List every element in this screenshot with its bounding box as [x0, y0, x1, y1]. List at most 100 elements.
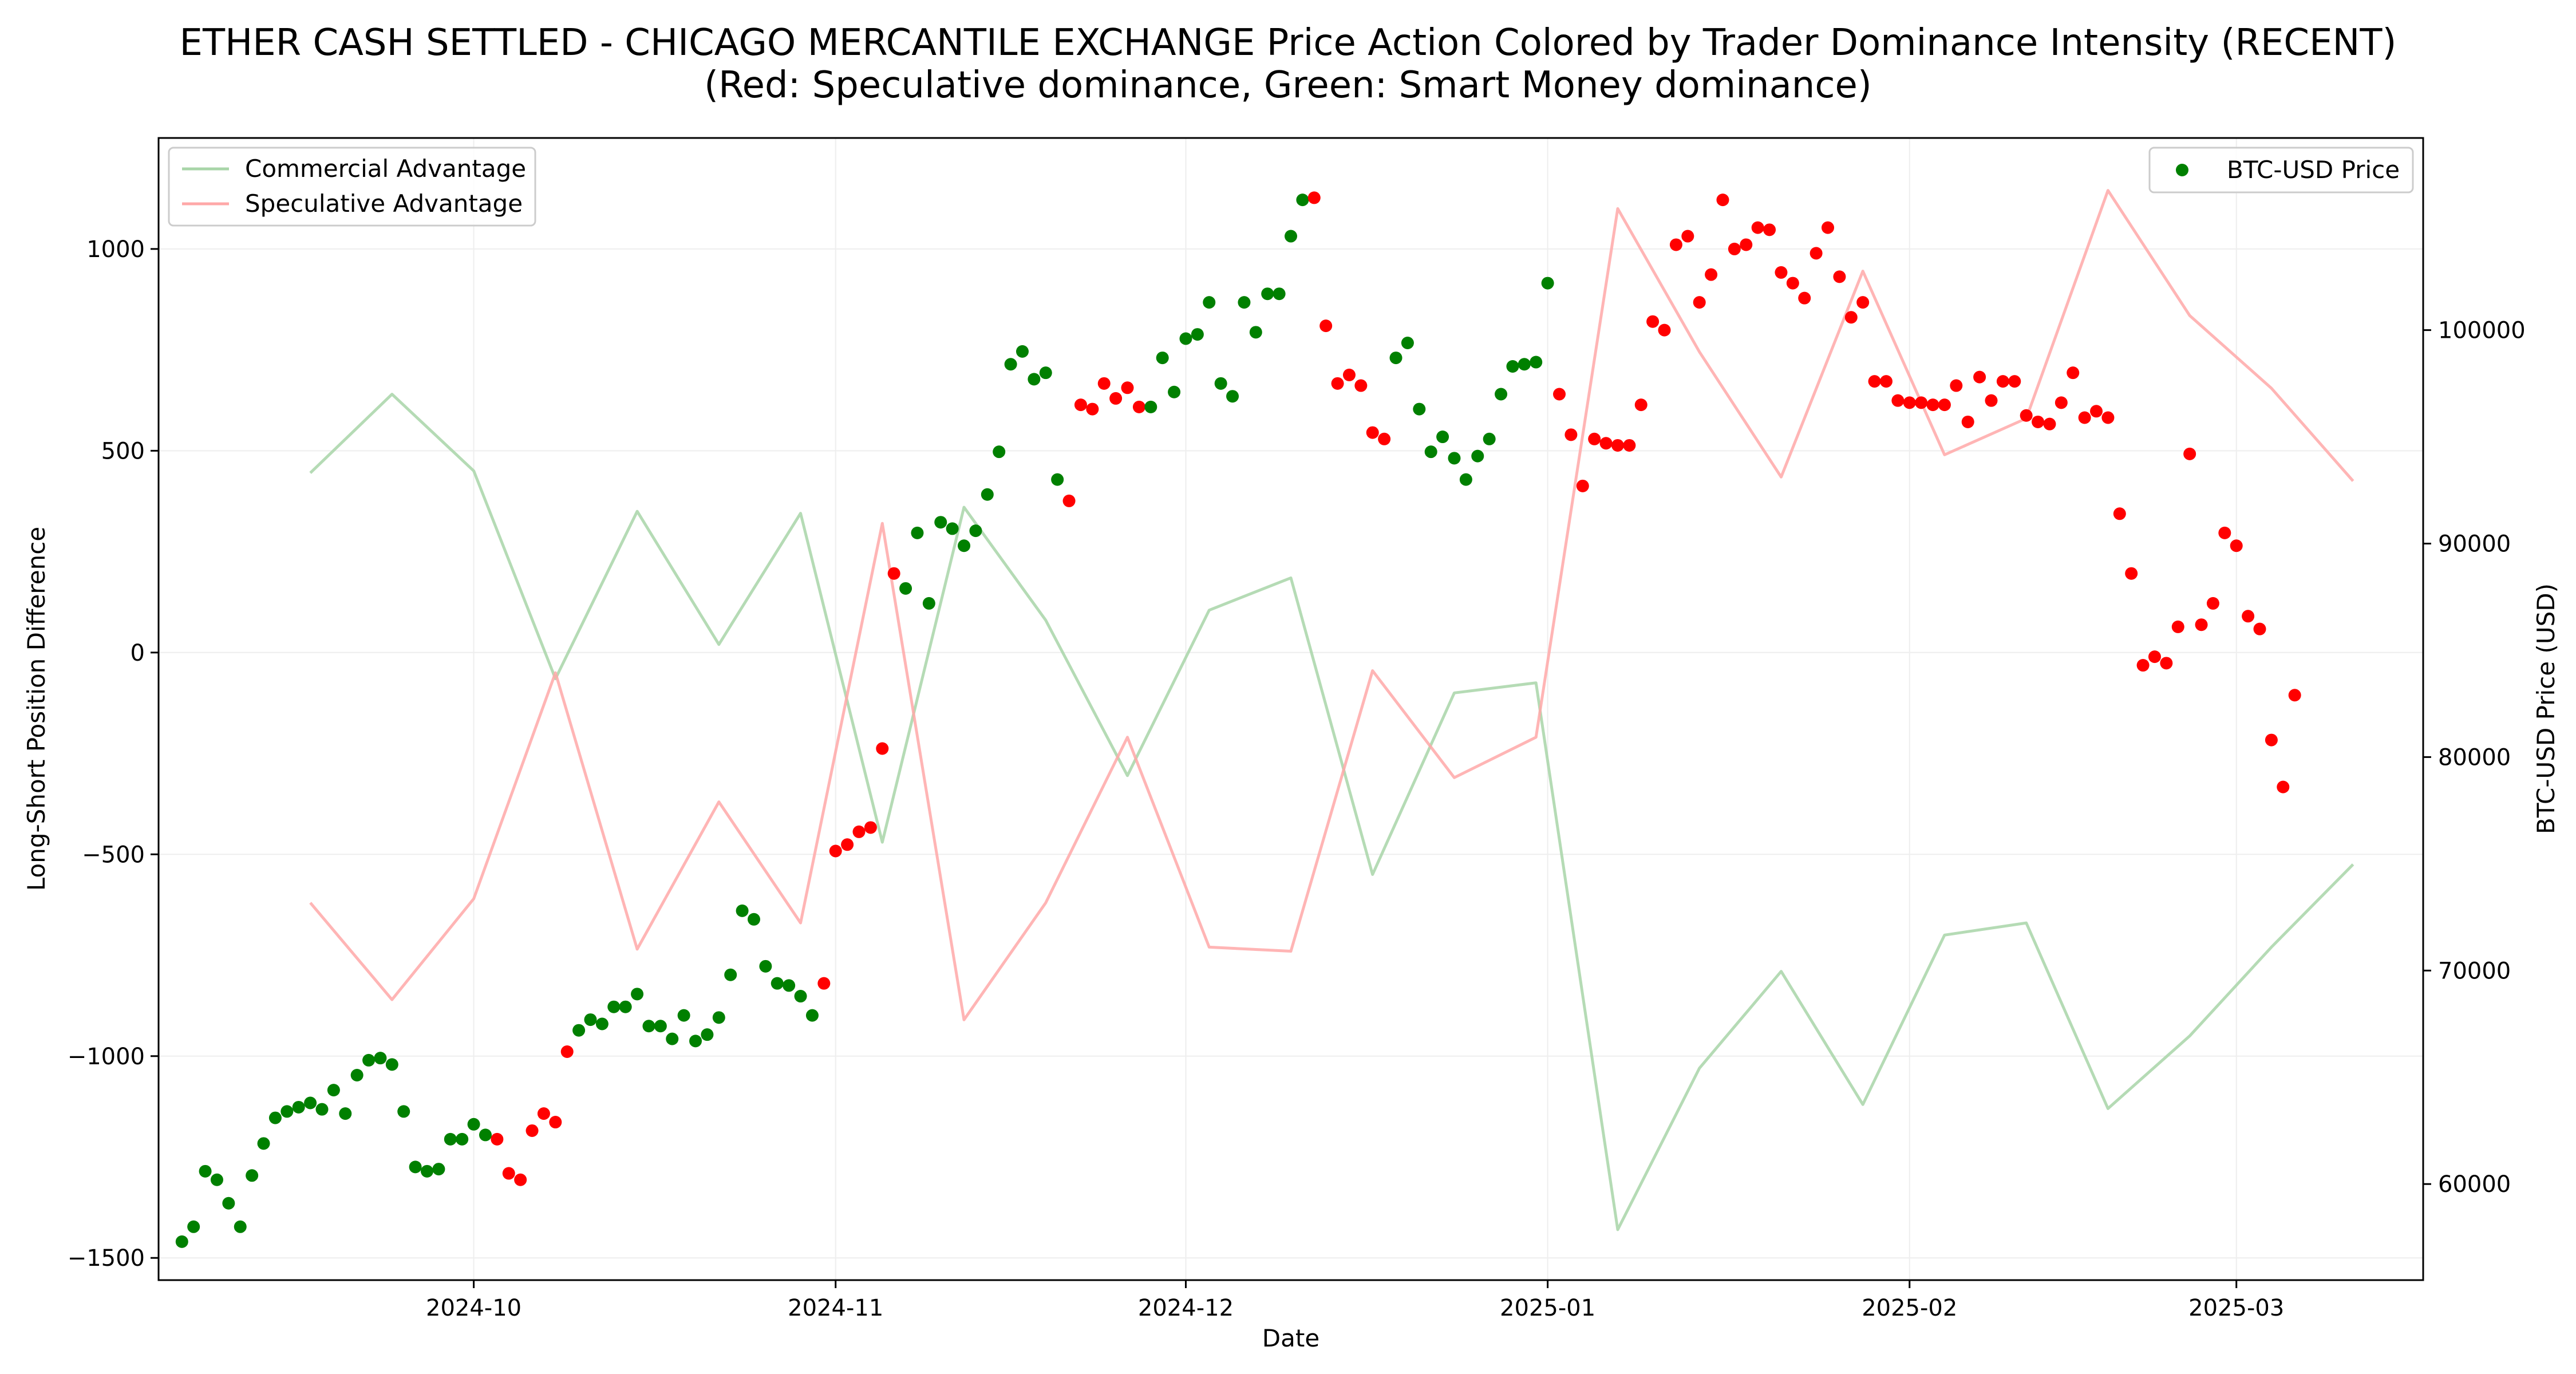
price-dot-smart-money [1413, 402, 1426, 416]
price-dot-speculative [1646, 315, 1660, 328]
price-dot-speculative [2043, 417, 2056, 431]
price-dot-smart-money [1214, 377, 1227, 390]
price-dot-smart-money [1448, 452, 1461, 465]
price-dot-speculative [2125, 567, 2138, 580]
price-dot-smart-money [1028, 373, 1041, 386]
price-dot-speculative [2265, 733, 2278, 747]
price-dot-speculative [1705, 268, 1718, 281]
price-dot-smart-money [701, 1028, 714, 1041]
price-dot-speculative [1062, 494, 1076, 507]
price-dot-smart-money [607, 1000, 621, 1013]
price-dot-speculative [864, 821, 877, 834]
price-dot-speculative [1681, 230, 1694, 243]
price-dot-speculative [1961, 415, 1974, 428]
price-dot-smart-money [1436, 431, 1449, 444]
price-dot-smart-money [1273, 287, 1286, 301]
price-dot-speculative [1109, 392, 1123, 405]
price-dot-smart-money [409, 1160, 422, 1174]
price-dot-smart-money [911, 526, 924, 539]
price-dot-speculative [560, 1045, 574, 1058]
price-dot-speculative [1728, 242, 1741, 255]
legend-price-swatch [2176, 164, 2188, 176]
price-dot-speculative [1763, 223, 1776, 236]
price-dot-speculative [2171, 620, 2184, 633]
price-dot-smart-money [210, 1173, 223, 1186]
right-tick-label: 80000 [2438, 744, 2511, 771]
price-dot-smart-money [444, 1132, 457, 1146]
price-dot-speculative [1588, 432, 1601, 445]
price-dot-smart-money [479, 1128, 492, 1142]
speculative-advantage-line [309, 189, 2354, 1021]
price-dot-smart-money [234, 1220, 247, 1233]
price-dot-smart-money [736, 904, 749, 917]
price-dot-speculative [2288, 689, 2301, 702]
price-dot-smart-money [934, 516, 947, 529]
price-dot-speculative [2136, 659, 2150, 672]
grid-lines [159, 138, 2423, 1280]
price-dot-speculative [2020, 409, 2033, 422]
price-dot-speculative [1903, 396, 1916, 409]
price-dot-smart-money [187, 1220, 200, 1233]
price-dot-smart-money [771, 977, 784, 990]
price-dot-smart-money [467, 1118, 480, 1131]
price-dot-speculative [852, 825, 866, 838]
price-dot-speculative [2277, 780, 2290, 793]
price-dot-speculative [1319, 319, 1333, 333]
price-dot-smart-money [666, 1032, 679, 1045]
price-dot-smart-money [1471, 449, 1484, 463]
price-dot-speculative [537, 1107, 550, 1120]
price-dot-speculative [1856, 296, 1870, 309]
price-dot-smart-money [362, 1053, 376, 1067]
left-tick-label: −1000 [68, 1044, 145, 1070]
price-dot-speculative [1833, 270, 1846, 283]
price-dot-speculative [2078, 411, 2091, 424]
price-dot-smart-money [315, 1103, 329, 1116]
right-tick-label: 90000 [2438, 531, 2511, 558]
price-dot-smart-money [899, 582, 912, 595]
price-dot-smart-money [1016, 345, 1029, 358]
right-tick-label: 70000 [2438, 958, 2511, 984]
price-dot-speculative [526, 1124, 539, 1137]
price-dot-speculative [2148, 650, 2161, 664]
price-dot-smart-money [1168, 385, 1181, 398]
price-dot-smart-money [222, 1197, 235, 1210]
price-dot-smart-money [350, 1069, 364, 1082]
price-dot-smart-money [397, 1105, 410, 1118]
price-dot-speculative [2218, 526, 2231, 539]
price-dots [175, 191, 2301, 1248]
price-dot-smart-money [385, 1058, 398, 1071]
price-dot-smart-money [1156, 352, 1169, 365]
legend-right-box [2148, 147, 2414, 194]
price-dot-speculative [1611, 439, 1624, 452]
x-tick-label: 2024-11 [788, 1295, 883, 1321]
price-dot-smart-money [619, 1000, 632, 1013]
price-dot-speculative [1822, 221, 1835, 234]
price-dot-smart-money [1483, 432, 1496, 445]
price-dot-smart-money [1401, 336, 1414, 349]
price-dot-speculative [2101, 411, 2115, 424]
price-dot-smart-money [1285, 230, 1297, 243]
price-dot-smart-money [1004, 358, 1017, 371]
right-tick-label: 100000 [2438, 318, 2526, 344]
price-dot-speculative [817, 977, 831, 990]
price-dot-smart-money [199, 1164, 212, 1178]
price-dot-speculative [887, 567, 900, 580]
price-dot-smart-money [946, 522, 959, 535]
price-dot-speculative [1740, 238, 1753, 251]
price-dot-speculative [1938, 398, 1951, 412]
price-dot-smart-money [1249, 326, 1262, 339]
price-dot-smart-money [1518, 358, 1531, 371]
right-axis-label: BTC-USD Price (USD) [2532, 583, 2560, 834]
price-dot-speculative [841, 838, 854, 851]
price-dot-speculative [1926, 398, 1939, 412]
left-tick-label: 0 [131, 640, 145, 666]
legend-commercial-label: Commercial Advantage [245, 155, 526, 183]
price-dot-smart-money [1238, 296, 1251, 309]
price-dot-speculative [2090, 405, 2103, 418]
price-dot-smart-money [1506, 360, 1519, 373]
price-dot-speculative [502, 1167, 515, 1180]
price-dot-smart-money [572, 1024, 586, 1037]
price-dot-speculative [2055, 396, 2068, 409]
price-dot-speculative [1868, 375, 1881, 388]
price-dot-speculative [2067, 366, 2080, 380]
